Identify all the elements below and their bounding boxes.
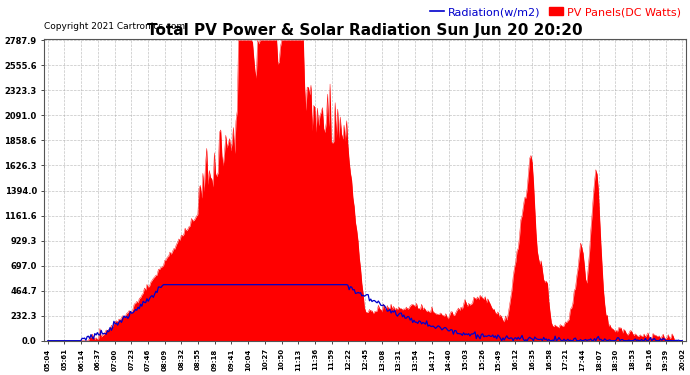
Legend: Radiation(w/m2), PV Panels(DC Watts): Radiation(w/m2), PV Panels(DC Watts) — [426, 3, 686, 21]
Title: Total PV Power & Solar Radiation Sun Jun 20 20:20: Total PV Power & Solar Radiation Sun Jun… — [147, 22, 583, 38]
Text: Copyright 2021 Cartronics.com: Copyright 2021 Cartronics.com — [44, 22, 186, 31]
